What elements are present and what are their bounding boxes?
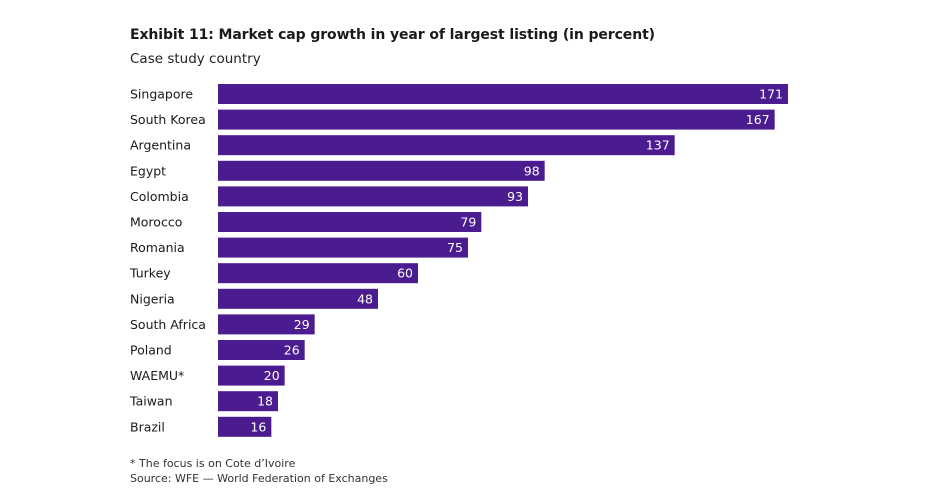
value-label: 98 — [524, 163, 540, 178]
chart-subtitle: Case study country — [130, 51, 261, 67]
bar — [218, 263, 418, 284]
category-label: Morocco — [130, 215, 182, 230]
bar — [218, 237, 468, 258]
category-label: Turkey — [129, 266, 171, 281]
bar — [218, 135, 675, 156]
value-label: 29 — [294, 317, 310, 332]
bar — [218, 160, 545, 181]
category-label: South Africa — [130, 317, 206, 332]
value-label: 48 — [357, 291, 373, 306]
value-label: 20 — [264, 368, 280, 383]
bar — [218, 109, 775, 130]
category-label: Romania — [130, 240, 185, 255]
source-text: Source: WFE — World Federation of Exchan… — [130, 472, 388, 485]
category-label: Singapore — [130, 87, 193, 102]
category-label: Colombia — [130, 189, 189, 204]
bar — [218, 340, 305, 360]
footnote-text: * The focus is on Cote d’Ivoire — [130, 457, 296, 470]
value-label: 26 — [284, 343, 300, 358]
value-label: 75 — [447, 240, 463, 255]
category-label: WAEMU* — [130, 368, 184, 383]
category-label: South Korea — [130, 112, 206, 127]
value-label: 167 — [746, 112, 770, 127]
category-label: Nigeria — [130, 291, 175, 306]
category-label: Argentina — [130, 138, 191, 153]
category-label: Brazil — [130, 419, 165, 434]
chart-footnote-block: * The focus is on Cote d’Ivoire Source: … — [130, 456, 388, 486]
bar — [218, 314, 315, 335]
bar — [218, 391, 278, 412]
bar — [218, 84, 788, 104]
chart-title: Exhibit 11: Market cap growth in year of… — [130, 27, 655, 43]
value-label: 93 — [507, 189, 523, 204]
value-label: 137 — [646, 138, 670, 153]
value-label: 171 — [759, 87, 783, 102]
bar — [218, 288, 378, 309]
value-label: 79 — [460, 215, 476, 230]
category-label: Taiwan — [129, 394, 173, 409]
bar — [218, 186, 528, 207]
category-label: Egypt — [130, 163, 166, 178]
category-label: Poland — [130, 343, 172, 358]
bar — [218, 416, 272, 437]
value-label: 60 — [397, 266, 413, 281]
bar — [218, 365, 285, 386]
bar — [218, 212, 482, 232]
value-label: 16 — [250, 419, 266, 434]
value-label: 18 — [257, 394, 273, 409]
